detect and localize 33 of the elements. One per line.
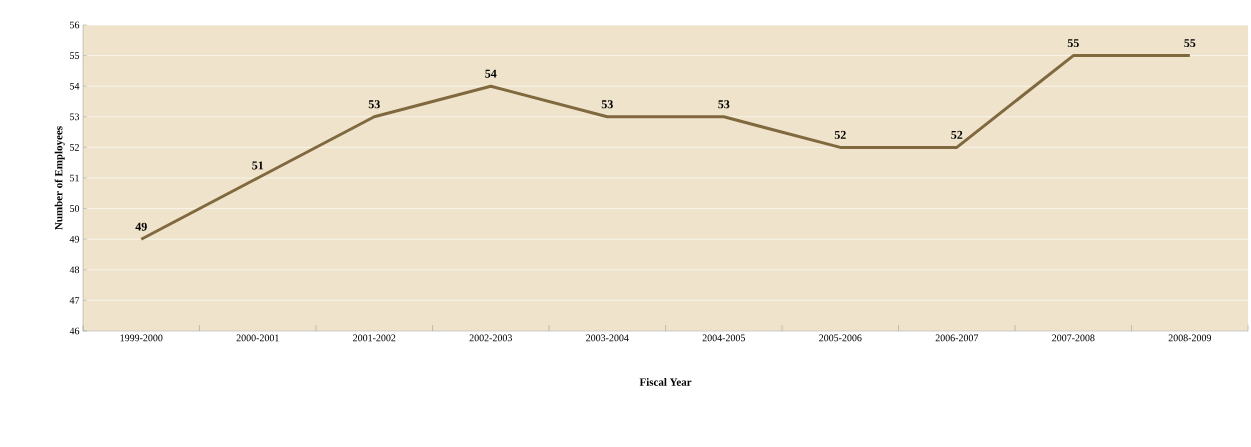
data-label: 55 — [1067, 39, 1079, 48]
x-tick-label: 2006-2007 — [935, 334, 979, 342]
x-tick-label: 2005-2006 — [819, 334, 862, 342]
data-label: 49 — [135, 222, 147, 231]
data-label: 53 — [718, 100, 730, 109]
y-tick-label: 47 — [69, 297, 80, 304]
x-tick-label: 2002-2003 — [469, 334, 512, 342]
x-tick-label: 2000-2001 — [236, 334, 279, 342]
y-tick-label: 46 — [69, 327, 80, 335]
y-tick-label: 52 — [70, 144, 79, 151]
data-label: 53 — [601, 100, 613, 109]
x-tick-label: 2001-2002 — [353, 334, 396, 342]
x-tick-label: 2008-2009 — [1168, 334, 1212, 342]
x-axis-title: Fiscal Year — [639, 378, 692, 386]
y-tick-label: 56 — [70, 21, 80, 29]
x-tick-label: 2003-2004 — [586, 334, 629, 342]
data-label: 54 — [485, 69, 497, 78]
data-label: 51 — [252, 161, 264, 170]
y-tick-label: 48 — [69, 266, 80, 274]
y-tick-label: 51 — [70, 174, 79, 182]
y-tick-label: 50 — [70, 205, 80, 212]
data-label: 53 — [368, 100, 380, 109]
data-label: 55 — [1184, 39, 1196, 48]
x-tick-label: 2007-2008 — [1052, 334, 1095, 342]
y-tick-label: 49 — [69, 235, 80, 243]
x-tick-label: 1999-2000 — [120, 334, 163, 342]
y-tick-label: 53 — [70, 113, 80, 121]
data-label: 52 — [951, 130, 963, 139]
y-tick-label: 54 — [70, 82, 80, 90]
data-label: 52 — [834, 130, 846, 139]
y-tick-label: 55 — [70, 52, 80, 59]
x-tick-label: 2004-2005 — [702, 334, 745, 342]
y-axis-title: Number of Employees — [54, 126, 65, 230]
